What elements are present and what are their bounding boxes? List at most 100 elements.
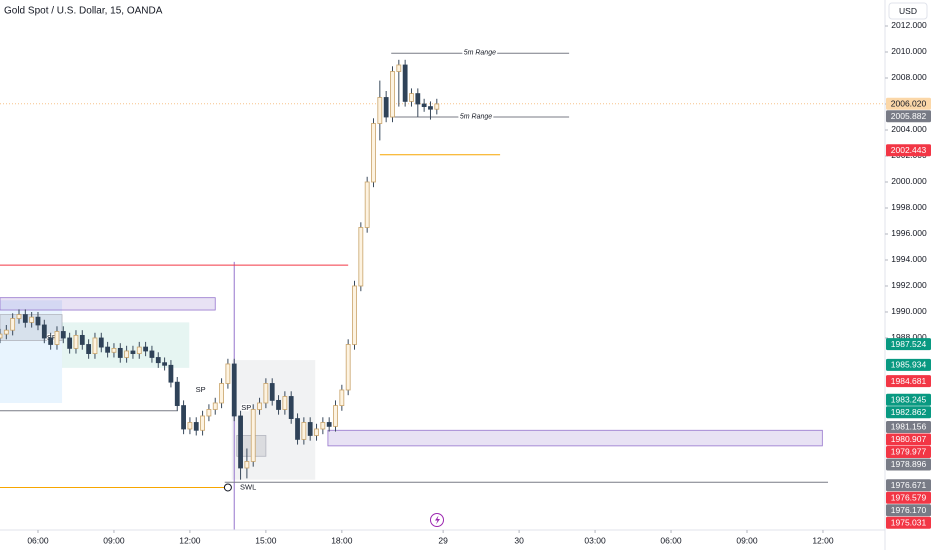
candle-body [364,181,370,228]
candle-body [98,337,104,348]
candle-body [295,418,300,440]
candle-body [396,64,402,72]
zones [0,103,885,480]
x-tick-label: 03:00 [584,535,606,545]
currency-button[interactable] [888,2,928,20]
candle-body [41,324,47,339]
candle-body [339,389,345,406]
price-badge [886,144,931,157]
price-badge [886,420,931,433]
candle-body [352,285,357,345]
price-badge-label: 1976.671 [891,480,927,490]
price-badge-label: 1976.579 [891,493,927,503]
x-tick-label: 18:00 [331,535,353,545]
x-tick-label: 09:00 [103,535,125,545]
candle-body [111,347,117,353]
zone [231,360,316,480]
y-tick-label: 2000.000 [891,176,927,186]
candle-body [54,331,60,345]
marker-label: SWL [240,482,256,491]
candle-body [383,97,389,118]
candle-body [16,314,22,319]
price-badge-label: 1979.977 [891,447,927,457]
price-badge [886,491,931,504]
candle-body [276,399,281,410]
candle-body [428,106,433,110]
drawings: 5m Range 5m Range SP SP SP SWL [0,48,829,531]
x-tick-label: 12:00 [179,535,201,545]
candle-body [333,405,338,427]
y-tick-label: 2008.000 [891,72,927,82]
price-badge-label: 1987.524 [891,339,927,349]
level-label: 5m Range [460,113,492,120]
replay-icon[interactable] [430,513,444,527]
candle-body [67,337,73,349]
candle-body [73,334,79,349]
y-tick-label: 1990.000 [891,306,927,316]
candle-body [3,329,9,335]
price-badge [886,516,931,529]
price-badge-label: 2006.020 [891,98,927,108]
y-tick-label: 1998.000 [891,202,927,212]
candle-body [143,346,149,352]
price-badge [886,97,931,110]
candle-body [48,337,54,345]
currency: USD [899,6,917,16]
price-badge [886,338,931,351]
candle-body [92,337,98,354]
zone [327,429,823,447]
level-label: 5m Range [464,50,496,57]
price-badge-label: 1978.896 [891,459,927,469]
candles [0,59,440,480]
candle-body [193,422,199,431]
x-tick-label: 29 [438,535,448,545]
candle-body [377,97,383,124]
candle-body [238,415,243,469]
candle-body [219,383,224,404]
x-tick-label: 12:00 [812,535,834,545]
y-tick-label: 2010.000 [891,46,927,56]
candle-body [371,123,376,183]
y-tick-label: 2012.000 [891,20,927,30]
candle-body [162,362,167,366]
candle-body [307,422,313,436]
x-tick-label: 06:00 [27,535,49,545]
marker-label: SP [47,333,57,342]
price-badge [886,479,931,492]
price-badge-label: 1985.934 [891,360,927,370]
candle-body [136,346,142,354]
candle-body [345,344,351,391]
candle-body [320,422,326,430]
candle-body [250,409,256,462]
candle-body [231,363,237,417]
price-badge-label: 1982.862 [891,407,927,417]
candle-body [181,405,186,430]
price-badge-label: 1980.907 [891,434,927,444]
candle-body [358,227,364,287]
price-badge-label: 1981.156 [891,422,927,432]
price-badge-label: 1984.681 [891,376,927,386]
sweep-marker [223,483,232,492]
price-badge [886,445,931,458]
candle-body [149,350,155,358]
chart-title: Gold Spot / U.S. Dollar, 15, OANDA [4,6,163,17]
price-badge [886,504,931,517]
candle-body [402,64,408,102]
candle-body [200,415,205,431]
y-tick-label: 1992.000 [891,280,927,290]
price-badge [886,458,931,471]
candle-body [434,103,440,110]
candle-body [301,422,307,440]
x-tick-label: 30 [514,535,524,545]
price-badge-label: 2005.882 [891,111,927,121]
candle-body [409,93,414,102]
candle-body [187,422,193,430]
candle-body [168,364,174,383]
candle-body [0,333,3,339]
candle-body [225,363,231,384]
x-tick-label: 06:00 [660,535,682,545]
